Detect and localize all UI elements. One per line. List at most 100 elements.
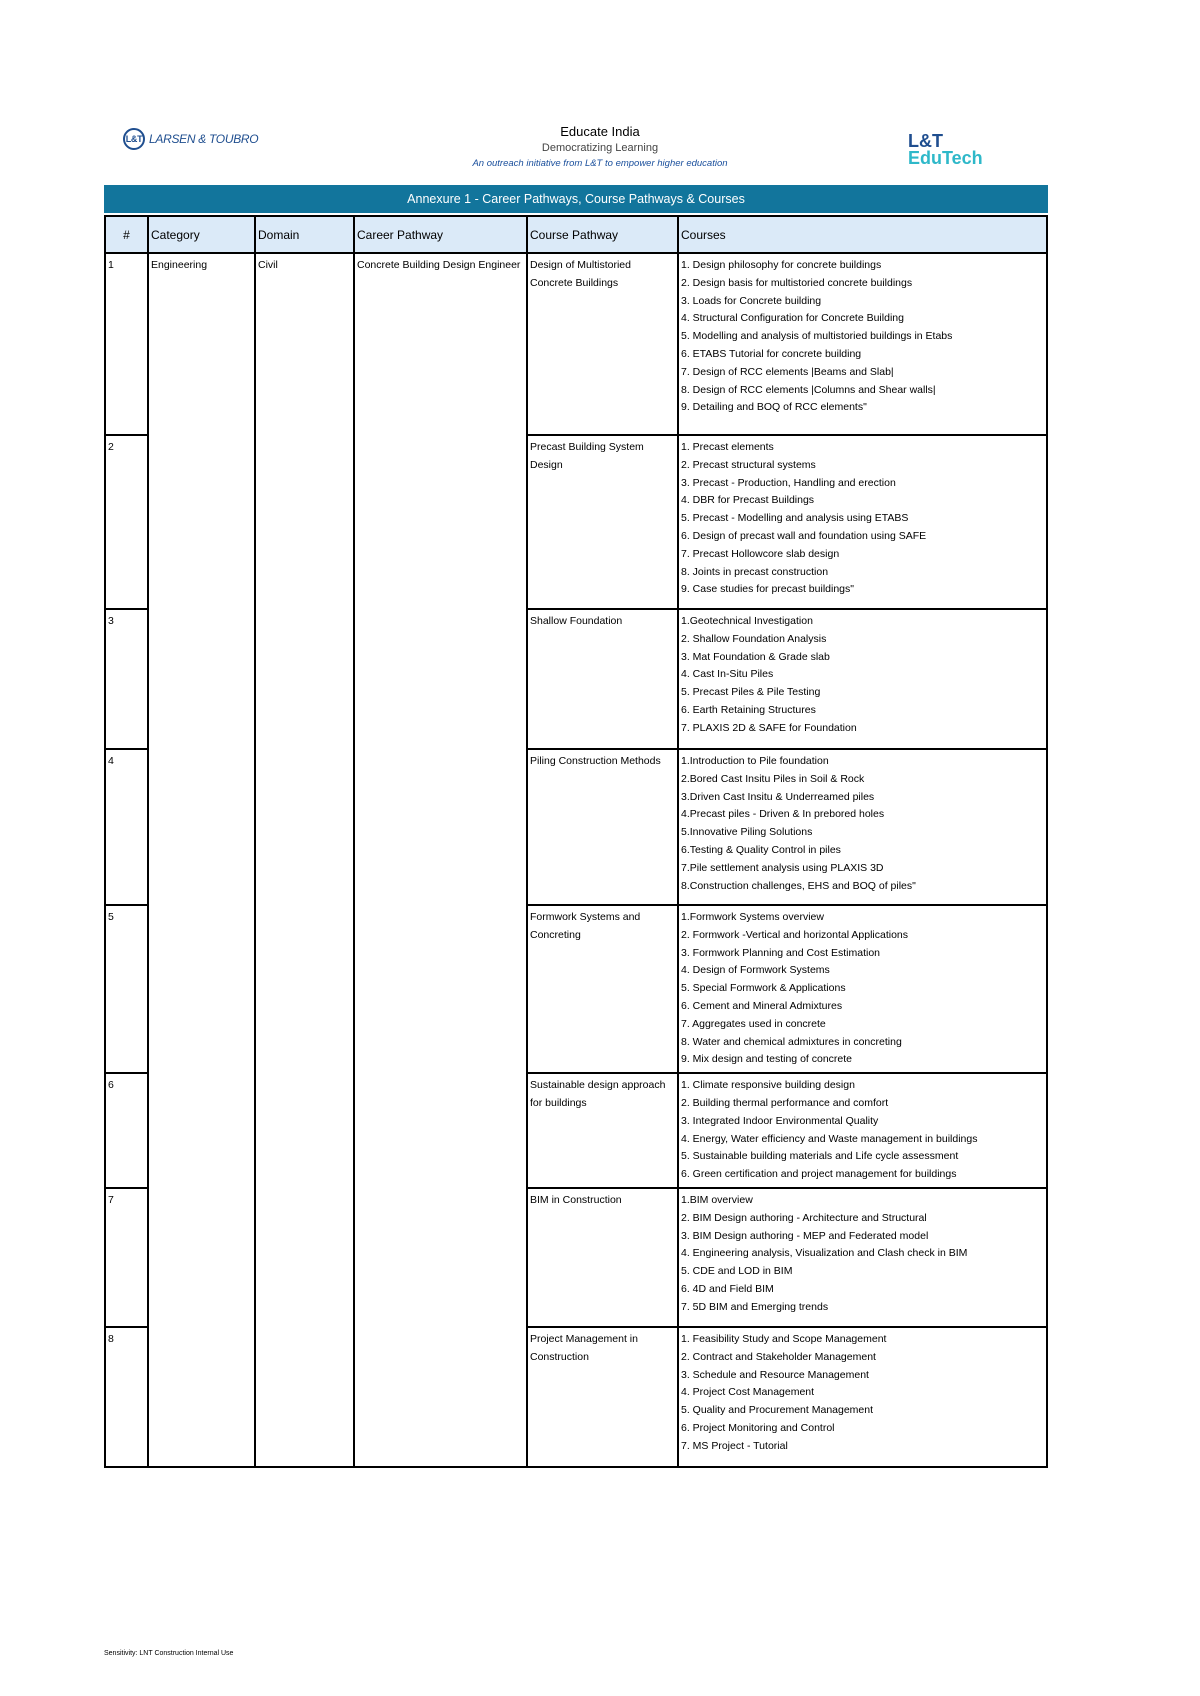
course-item: 2. Shallow Foundation Analysis bbox=[681, 632, 827, 645]
row-number-text: 4 bbox=[108, 755, 114, 767]
course-item: 8. Joints in precast construction bbox=[681, 565, 829, 578]
course-item: 2. Design basis for multistoried concret… bbox=[681, 276, 913, 289]
row-number: 3 bbox=[104, 608, 149, 750]
course-item: 6. Green certification and project manag… bbox=[681, 1168, 957, 1181]
course-item: 5. Special Formwork & Applications bbox=[681, 982, 846, 995]
row-number: 2 bbox=[104, 434, 149, 610]
course-item: 4. Cast In-Situ Piles bbox=[681, 668, 774, 681]
category-cell-text: Engineering bbox=[151, 259, 208, 271]
row-number: 8 bbox=[104, 1325, 149, 1468]
course-pathway-cell: Project Management in Construction bbox=[526, 1325, 679, 1468]
course-item: 9. Case studies for precast buildings" bbox=[681, 583, 854, 596]
course-item: 3. Precast - Production, Handling and er… bbox=[681, 476, 896, 489]
course-pathway-cell: Design of Multistoried Concrete Building… bbox=[526, 252, 679, 436]
course-item: 5. Quality and Procurement Management bbox=[681, 1404, 874, 1417]
course-item: 6.Testing & Quality Control in piles bbox=[681, 843, 841, 856]
course-item: 3.Driven Cast Insitu & Underreamed piles bbox=[681, 790, 875, 803]
course-item: 1. Precast elements bbox=[681, 441, 774, 453]
course-list: 1. Climate responsive building design 2. … bbox=[681, 1077, 1044, 1184]
career-pathway-cell: Concrete Building Design Engineer bbox=[353, 252, 528, 1468]
course-pathway-cell-text: Design of Multistoried Concrete Building… bbox=[530, 259, 631, 289]
courses-cell: 1.Introduction to Pile foundation 2.Bored… bbox=[677, 748, 1048, 906]
course-item: 4. DBR for Precast Buildings bbox=[681, 494, 815, 507]
course-list: 1.BIM overview 2. BIM Design authoring - … bbox=[681, 1192, 1044, 1317]
lt-edutech-logo: L&T EduTech bbox=[908, 132, 983, 168]
course-pathway-cell-text: Sustainable design approach for building… bbox=[530, 1079, 666, 1109]
course-item: 4. Design of Formwork Systems bbox=[681, 964, 830, 977]
larsen-toubro-logo: L&T LARSEN & TOUBRO bbox=[123, 128, 259, 150]
course-pathway-cell-text: Piling Construction Methods bbox=[530, 755, 661, 767]
table-row: 3 Shallow Foundation 1.Geotechnical Invest… bbox=[104, 608, 1048, 750]
course-item: 2. BIM Design authoring - Architecture a… bbox=[681, 1211, 927, 1224]
course-item: 7.Pile settlement analysis using PLAXIS … bbox=[681, 861, 884, 874]
row-number: 4 bbox=[104, 748, 149, 906]
course-pathway-cell: Formwork Systems and Concreting bbox=[526, 903, 679, 1075]
courses-cell: 1. Climate responsive building design 2. … bbox=[677, 1072, 1048, 1189]
course-pathway-cell: Piling Construction Methods bbox=[526, 748, 679, 906]
course-item: 1.Geotechnical Investigation bbox=[681, 615, 813, 627]
doc-subtitle: Democratizing Learning bbox=[541, 142, 659, 154]
course-item: 3. Schedule and Resource Management bbox=[681, 1368, 869, 1381]
course-pathway-cell: Sustainable design approach for building… bbox=[526, 1072, 679, 1189]
annexure-banner: Annexure 1 - Career Pathways, Course Pat… bbox=[104, 185, 1048, 213]
course-item: 6. ETABS Tutorial for concrete building bbox=[681, 347, 862, 360]
category-cell: Engineering bbox=[147, 252, 256, 1468]
course-item: 7. PLAXIS 2D & SAFE for Foundation bbox=[681, 721, 857, 734]
course-pathway-cell-text: Precast Building System Design bbox=[530, 441, 644, 471]
column-header: Career Pathway bbox=[353, 215, 528, 254]
course-item: 8. Water and chemical admixtures in conc… bbox=[681, 1035, 902, 1048]
course-item: 6. Earth Retaining Structures bbox=[681, 703, 816, 716]
column-header: Courses bbox=[677, 215, 1048, 254]
course-item: 2. Precast structural systems bbox=[681, 458, 816, 471]
course-item: 8.Construction challenges, EHS and BOQ o… bbox=[681, 879, 916, 892]
logo-line2: EduTech bbox=[908, 148, 983, 168]
courses-cell: 1. Feasibility Study and Scope Managemen… bbox=[677, 1325, 1048, 1468]
column-header: Course Pathway bbox=[526, 215, 679, 254]
table-header-row: # Category Domain Career Pathway Course Path… bbox=[104, 215, 1048, 254]
course-item: 7. Precast Hollowcore slab design bbox=[681, 547, 840, 560]
course-list: 1.Introduction to Pile foundation 2.Bored… bbox=[681, 753, 1044, 895]
course-item: 4. Energy, Water efficiency and Waste ma… bbox=[681, 1132, 978, 1145]
row-number: 7 bbox=[104, 1186, 149, 1328]
column-header: # bbox=[104, 215, 149, 254]
courses-cell: 1.Geotechnical Investigation 2. Shallow F… bbox=[677, 608, 1048, 750]
course-list: 1. Design philosophy for concrete buildi… bbox=[681, 257, 1044, 417]
course-item: 8. Design of RCC elements |Columns and S… bbox=[681, 383, 936, 396]
row-number-text: 6 bbox=[108, 1079, 114, 1092]
course-item: 5. Precast Piles & Pile Testing bbox=[681, 686, 821, 699]
table-row: 1 Engineering Civil Concrete Building Desig… bbox=[104, 252, 1048, 1468]
table-row: 4 Piling Construction Methods 1.Introducti… bbox=[104, 748, 1048, 906]
row-number-text: 1 bbox=[108, 259, 114, 271]
column-header: Domain bbox=[254, 215, 355, 254]
course-item: 1.BIM overview bbox=[681, 1193, 753, 1206]
table-row: 5 Formwork Systems and Concreting 1.Formwo… bbox=[104, 903, 1048, 1075]
course-item: 1. Climate responsive building design bbox=[681, 1079, 855, 1092]
domain-cell: Civil bbox=[254, 252, 355, 1468]
course-item: 7. 5D BIM and Emerging trends bbox=[681, 1300, 829, 1313]
career-pathway-cell-text: Concrete Building Design Engineer bbox=[357, 259, 521, 271]
course-item: 3. Mat Foundation & Grade slab bbox=[681, 650, 830, 663]
course-pathway-cell-text: Formwork Systems and Concreting bbox=[530, 911, 641, 941]
course-list: 1.Formwork Systems overview 2. Formwork -… bbox=[681, 909, 1044, 1069]
sensitivity-footer: Sensitivity: LNT Construction Internal U… bbox=[104, 1650, 234, 1657]
course-item: 3. BIM Design authoring - MEP and Federa… bbox=[681, 1229, 929, 1242]
row-number: 1 bbox=[104, 252, 149, 436]
row-number: 6 bbox=[104, 1072, 149, 1189]
course-item: 4.Precast piles - Driven & In prebored h… bbox=[681, 808, 885, 821]
course-item: 6. Cement and Mineral Admixtures bbox=[681, 999, 843, 1012]
course-pathway-cell: BIM in Construction bbox=[526, 1186, 679, 1328]
row-number-text: 7 bbox=[108, 1193, 114, 1206]
course-item: 4. Engineering analysis, Visualization a… bbox=[681, 1247, 968, 1260]
pathways-table: # Category Domain Career Pathway Course Path… bbox=[104, 215, 1048, 1468]
logo-text: LARSEN & TOUBRO bbox=[149, 132, 259, 146]
table-row: 8 Project Management in Construction 1. Fe… bbox=[104, 1325, 1048, 1468]
courses-cell: 1. Precast elements 2. Precast structural… bbox=[677, 434, 1048, 610]
course-list: 1.Geotechnical Investigation 2. Shallow F… bbox=[681, 613, 1044, 738]
course-item: 3. Loads for Concrete building bbox=[681, 294, 822, 307]
course-item: 2. Formwork -Vertical and horizontal App… bbox=[681, 928, 909, 941]
course-item: 2.Bored Cast Insitu Piles in Soil & Rock bbox=[681, 772, 865, 785]
course-pathway-cell-text: Project Management in Construction bbox=[530, 1332, 638, 1363]
course-item: 1. Design philosophy for concrete buildi… bbox=[681, 259, 882, 271]
domain-cell-text: Civil bbox=[258, 259, 278, 271]
course-item: 7. MS Project - Tutorial bbox=[681, 1439, 788, 1452]
